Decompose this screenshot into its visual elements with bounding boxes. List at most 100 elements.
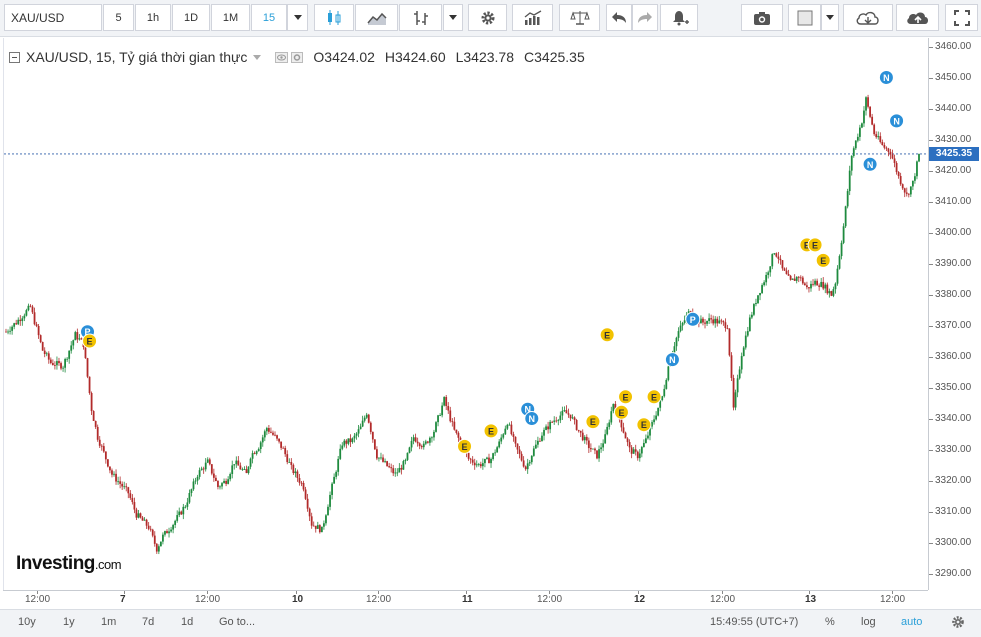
candle xyxy=(94,420,97,429)
price-tick xyxy=(929,480,933,482)
load-chart-button[interactable] xyxy=(843,4,893,31)
candle xyxy=(494,449,497,456)
price-label: 3300.00 xyxy=(935,536,972,548)
pattern-marker[interactable]: P xyxy=(685,311,701,327)
range-1d-button[interactable]: 1d xyxy=(181,616,194,628)
candle xyxy=(636,450,639,461)
interval-5-button[interactable]: 5 xyxy=(103,4,134,31)
candle xyxy=(428,436,431,446)
candle xyxy=(13,322,16,330)
indicators-button[interactable] xyxy=(512,4,553,31)
auto-scale-toggle[interactable]: auto xyxy=(901,616,923,628)
fullscreen-button[interactable] xyxy=(945,4,978,31)
line-style-button[interactable] xyxy=(355,4,398,31)
undo-button[interactable] xyxy=(606,4,632,31)
candle xyxy=(288,458,291,463)
news-marker[interactable]: N xyxy=(889,113,905,129)
candle xyxy=(121,481,124,490)
percent-scale-toggle[interactable]: % xyxy=(825,616,835,628)
time-label: 12:00 xyxy=(366,594,392,605)
candle xyxy=(316,521,319,529)
candle xyxy=(653,415,655,425)
economic-event-marker[interactable]: E xyxy=(618,389,634,405)
candle xyxy=(282,446,285,449)
symbol-input[interactable]: XAU/USD xyxy=(4,4,102,31)
candle xyxy=(327,504,329,516)
candle xyxy=(852,146,855,158)
candle xyxy=(323,520,325,530)
svg-text:E: E xyxy=(87,337,93,347)
color-picker-button[interactable] xyxy=(788,4,821,31)
economic-event-marker[interactable]: E xyxy=(807,237,823,253)
log-scale-toggle[interactable]: log xyxy=(861,616,876,628)
interval-1d-button[interactable]: 1D xyxy=(172,4,210,31)
clock-timezone[interactable]: 15:49:55 (UTC+7) xyxy=(710,616,799,628)
economic-event-marker[interactable]: E xyxy=(585,414,601,430)
economic-event-marker[interactable]: E xyxy=(636,417,652,433)
candle xyxy=(665,378,668,390)
range-10y-button[interactable]: 10y xyxy=(18,616,36,628)
range-7d-button[interactable]: 7d xyxy=(142,616,155,628)
economic-event-marker[interactable]: E xyxy=(483,423,499,439)
candle xyxy=(647,431,649,440)
color-dropdown-button[interactable] xyxy=(821,4,839,31)
candle xyxy=(579,430,582,438)
candle xyxy=(484,458,486,468)
candle xyxy=(339,444,342,461)
interval-1h-button[interactable]: 1h xyxy=(135,4,171,31)
economic-event-marker[interactable]: E xyxy=(82,333,98,349)
redo-button[interactable] xyxy=(632,4,658,31)
gear-icon[interactable] xyxy=(951,615,965,629)
price-label: 3460.00 xyxy=(935,40,972,52)
alert-button[interactable] xyxy=(660,4,698,31)
interval-1m-button[interactable]: 1M xyxy=(211,4,250,31)
candle xyxy=(198,467,201,480)
candle-style-button[interactable] xyxy=(314,4,354,31)
candle xyxy=(200,466,203,471)
economic-event-marker[interactable]: E xyxy=(457,438,473,454)
candle xyxy=(907,193,910,198)
news-marker[interactable]: N xyxy=(664,352,680,368)
candle xyxy=(679,320,682,333)
economic-event-marker[interactable]: E xyxy=(613,404,629,420)
candle xyxy=(325,514,327,526)
candle xyxy=(31,304,34,315)
candle xyxy=(194,477,197,485)
candle xyxy=(263,429,266,442)
compare-button[interactable] xyxy=(559,4,600,31)
candle xyxy=(492,452,494,461)
candle xyxy=(5,328,7,333)
news-marker[interactable]: N xyxy=(524,411,540,426)
economic-event-marker[interactable]: E xyxy=(815,252,831,268)
bar-style-button[interactable] xyxy=(399,4,442,31)
candle xyxy=(431,436,433,443)
price-axis[interactable]: 3460.00 3450.00 3440.00 3430.00 3420.00 3410.… xyxy=(928,38,981,590)
settings-button[interactable] xyxy=(468,4,507,31)
chart-type-dropdown-button[interactable] xyxy=(443,4,463,31)
news-marker[interactable]: N xyxy=(862,156,878,172)
price-tick xyxy=(929,573,933,575)
chevron-down-icon xyxy=(826,15,834,20)
time-axis[interactable]: 12:00 7 12:00 10 12:00 11 12:00 12 12:00 13 12:00 xyxy=(3,590,928,610)
collapse-legend-icon[interactable] xyxy=(9,51,20,63)
save-chart-button[interactable] xyxy=(896,4,939,31)
gear-icon[interactable] xyxy=(291,51,304,63)
candle xyxy=(125,483,128,492)
range-1m-button[interactable]: 1m xyxy=(101,616,117,628)
candle xyxy=(335,470,338,480)
goto-date-button[interactable]: Go to... xyxy=(219,616,256,628)
economic-event-marker[interactable]: E xyxy=(599,327,615,343)
interval-dropdown-button[interactable] xyxy=(287,4,308,31)
interval-15-button[interactable]: 15 xyxy=(251,4,287,31)
news-marker[interactable]: N xyxy=(878,70,894,85)
chevron-down-icon[interactable] xyxy=(253,54,262,60)
snapshot-button[interactable] xyxy=(741,4,783,31)
candle xyxy=(740,352,743,374)
economic-event-marker[interactable]: E xyxy=(646,389,662,405)
visibility-eye-icon[interactable] xyxy=(275,51,289,63)
candle xyxy=(526,458,529,474)
candle xyxy=(746,326,749,338)
range-1y-button[interactable]: 1y xyxy=(63,616,75,628)
